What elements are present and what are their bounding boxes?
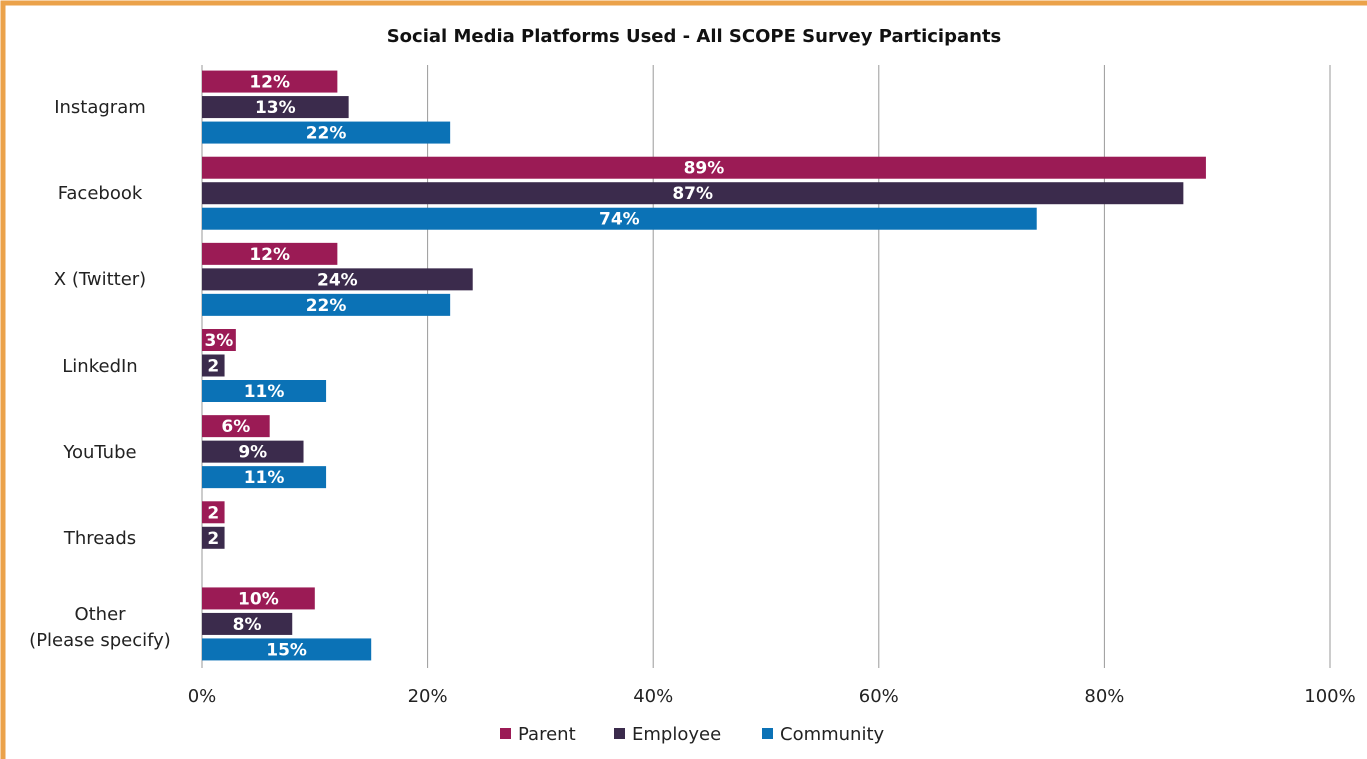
- data-label: 11%: [244, 382, 285, 402]
- bar: [202, 329, 236, 351]
- legend-swatch: [500, 728, 511, 739]
- y-tick-label: X (Twitter): [53, 269, 147, 291]
- bar: [202, 293, 451, 316]
- bar: [202, 354, 225, 377]
- y-tick-label: YouTube: [63, 441, 137, 463]
- legend-label: Parent: [518, 724, 576, 745]
- bar: [202, 638, 372, 661]
- bar: [202, 70, 338, 93]
- x-tick-label: 20%: [408, 686, 448, 707]
- x-tick-label: 40%: [633, 686, 673, 707]
- bar: [202, 466, 327, 489]
- data-label: 74%: [599, 210, 640, 230]
- bar: [202, 526, 225, 549]
- y-tick-label: Other (Please specify): [29, 603, 171, 651]
- bar: [202, 415, 270, 438]
- data-label: 12%: [249, 73, 290, 93]
- data-label: 89%: [684, 159, 725, 179]
- bar: [202, 612, 293, 635]
- bar: [202, 587, 315, 610]
- y-tick-label: Threads: [63, 527, 137, 549]
- y-tick-label: LinkedIn: [62, 355, 138, 377]
- data-label: 22%: [306, 124, 347, 144]
- legend-swatch: [614, 728, 625, 739]
- bar: [202, 207, 1037, 230]
- bar: [202, 242, 338, 265]
- data-label: 6%: [221, 417, 250, 437]
- bar: [202, 268, 473, 291]
- y-tick-label: Facebook: [57, 183, 143, 205]
- data-label: 8%: [233, 615, 262, 635]
- bar: [202, 501, 225, 524]
- bar: [202, 121, 451, 144]
- bar: [202, 156, 1206, 179]
- bar: [202, 96, 349, 119]
- x-tick-label: 80%: [1084, 686, 1124, 707]
- chart-title: Social Media Platforms Used - All SCOPE …: [387, 26, 1002, 47]
- data-label: 2: [207, 357, 219, 377]
- data-label: 24%: [317, 270, 358, 290]
- data-label: 11%: [244, 468, 285, 488]
- data-label: 9%: [238, 443, 267, 463]
- legend-label: Community: [780, 724, 885, 745]
- x-tick-label: 60%: [859, 686, 899, 707]
- data-label: 2: [207, 529, 219, 549]
- data-label: 87%: [672, 184, 713, 204]
- x-tick-label: 0%: [188, 686, 217, 707]
- data-label: 3%: [204, 331, 233, 351]
- bar: [202, 440, 304, 463]
- legend-label: Employee: [632, 724, 721, 745]
- data-label: 15%: [266, 640, 307, 660]
- data-label: 2: [207, 503, 219, 523]
- bar: [202, 182, 1184, 205]
- data-label: 10%: [238, 589, 279, 609]
- data-label: 22%: [306, 296, 347, 316]
- bar: [202, 380, 327, 402]
- legend-swatch: [762, 728, 773, 739]
- data-label: 13%: [255, 98, 296, 118]
- x-tick-label: 100%: [1304, 686, 1355, 707]
- data-label: 12%: [249, 245, 290, 265]
- y-tick-label: Instagram: [54, 97, 146, 119]
